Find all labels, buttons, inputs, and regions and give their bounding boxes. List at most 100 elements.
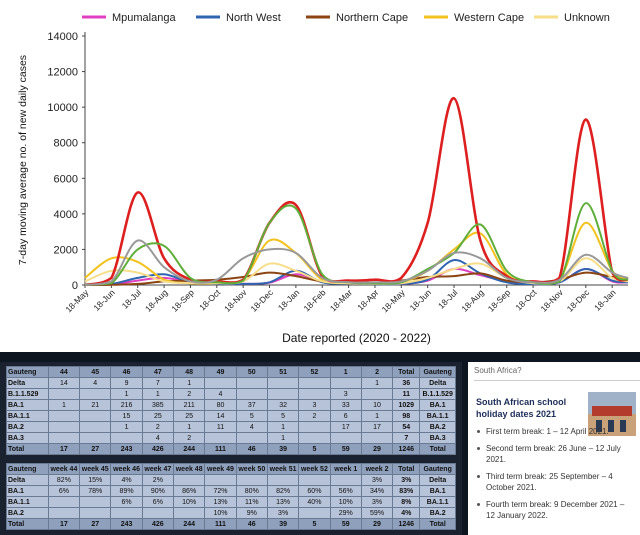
y-tick-label-3: 6000 [54, 173, 78, 185]
side-divider [474, 380, 640, 381]
table-cell: 4% [110, 474, 143, 486]
table-cell: 2 [173, 432, 206, 444]
table-cell: 83% [392, 485, 421, 497]
table-cell: 4 [141, 432, 175, 444]
table-cell: 39 [266, 443, 300, 455]
table-cell: 21 [79, 399, 112, 411]
table-cell: 10 [360, 399, 394, 411]
table-cell: BA.2 [419, 421, 456, 433]
table-cell: BA.1.1 [6, 410, 49, 422]
x-tick-label-1: 18-Jun [91, 287, 117, 313]
term-break-text: Fourth term break: 9 December 2021 – 12 … [486, 500, 625, 520]
x-tick-label-4: 18-Sep [169, 287, 196, 314]
table-cell: BA.1 [419, 399, 456, 411]
table-cell: 1 [141, 388, 175, 400]
x-tick-label-20: 18-Jan [592, 287, 618, 313]
table-cell: 3% [360, 474, 394, 486]
table-cell: 90% [141, 485, 175, 497]
table-cell: 27 [79, 443, 112, 455]
table-cell: week 47 [141, 463, 175, 475]
table-cell: 45 [79, 366, 112, 378]
table-cell: 10% [173, 496, 206, 508]
table-cell: BA.2 [6, 421, 49, 433]
table-cell: week 44 [47, 463, 81, 475]
table-header-row: Gauteng week 44 week 45 week 46 week 47 week … [6, 463, 456, 475]
legend-label-mpumalanga: Mpumalanga [112, 12, 176, 24]
table-cell: 5 [298, 443, 331, 455]
table-cell: 25 [141, 410, 175, 422]
table-data-row: BA.3 4 2 1 7 BA.3 [6, 432, 456, 444]
table-cell: 40% [298, 496, 331, 508]
table-cell: week 46 [110, 463, 143, 475]
table-cell: 243 [110, 443, 143, 455]
table-cell: 34% [360, 485, 394, 497]
table-cell [235, 474, 268, 486]
table-cell: Total [6, 518, 49, 530]
table-cell: 7 [141, 377, 175, 389]
term-break-item: First term break: 1 – 12 April 2021. [476, 426, 632, 437]
table-cell: 78% [79, 485, 112, 497]
table-cell: 1 [110, 421, 143, 433]
table-cell: 243 [110, 518, 143, 530]
table-cell: 17 [360, 421, 394, 433]
table-cell [360, 432, 394, 444]
table-data-row: BA.1 6% 78% 89% 90% 86% 72% 80% 82% 60% 56% 34% 83% B… [6, 485, 456, 497]
table-cell: 426 [141, 518, 175, 530]
term-break-item: Second term break: 26 June – 12 July 202… [476, 443, 632, 465]
series-line-7 [84, 239, 629, 286]
table-cell: 17 [47, 443, 81, 455]
y-tick-label-4: 8000 [54, 138, 78, 150]
table-cell [329, 377, 362, 389]
table-cell: 32 [266, 399, 300, 411]
table-cell: 6% [47, 485, 81, 497]
table-cell: 1 [173, 377, 206, 389]
table-cell: BA.2 [6, 507, 49, 519]
table-data-row: BA.2 10% 9% 3% 29% 59% 4% BA.2 [6, 507, 456, 519]
table-cell: Total [392, 463, 421, 475]
table-cell: 14 [47, 377, 81, 389]
table-cell [329, 432, 362, 444]
table-cell: 9 [110, 377, 143, 389]
table-cell: week 50 [235, 463, 268, 475]
table-cell: B.1.1.529 [419, 388, 456, 400]
table-cell: 10% [329, 496, 362, 508]
table-cell: 2 [173, 388, 206, 400]
table-cell: 1 [110, 388, 143, 400]
bullet-icon [477, 430, 480, 433]
table-cell [204, 474, 237, 486]
table-cell: Total [419, 443, 456, 455]
x-tick-label-18: 18-Nov [538, 287, 565, 314]
table-cell: 2% [141, 474, 175, 486]
table-cell: 82% [47, 474, 81, 486]
y-axis-title: 7-day moving average no. of new daily ca… [17, 55, 29, 265]
table-cell: 72% [204, 485, 237, 497]
variant-counts-table: Gauteng 44 45 46 47 48 49 50 51 52 1 2 Total Gauteng D… [6, 366, 456, 455]
table-cell [204, 377, 237, 389]
x-tick-label-12: 18-May [380, 287, 408, 315]
table-cell: 1 [47, 399, 81, 411]
table-cell: 1246 [392, 443, 421, 455]
table-cell: 1246 [392, 518, 421, 530]
table-cell: 426 [141, 443, 175, 455]
table-cell [235, 377, 268, 389]
x-tick-label-16: 18-Sep [486, 287, 513, 314]
table-cell: week 51 [266, 463, 300, 475]
table-cell: 1 [360, 410, 394, 422]
table-cell: 59% [360, 507, 394, 519]
x-tick-label-3: 18-Aug [143, 287, 170, 314]
table-cell: 29 [360, 518, 394, 530]
table-cell: 6% [141, 496, 175, 508]
x-tick-label-2: 18-Jul [120, 287, 144, 311]
table-cell: Gauteng [6, 366, 49, 378]
x-tick-label-17: 18-Oct [513, 287, 539, 313]
table-cell: 25 [173, 410, 206, 422]
table-cell: Gauteng [6, 463, 49, 475]
table-cell: 11 [204, 421, 237, 433]
table-cell: Delta [419, 474, 456, 486]
table-cell [298, 377, 331, 389]
chart-panel: 0 2000 4000 6000 8000 10000 12000 14000 18-May 18… [0, 0, 640, 352]
table-cell: 4 [235, 421, 268, 433]
table-cell [266, 388, 300, 400]
table-cell: Total [419, 518, 456, 530]
